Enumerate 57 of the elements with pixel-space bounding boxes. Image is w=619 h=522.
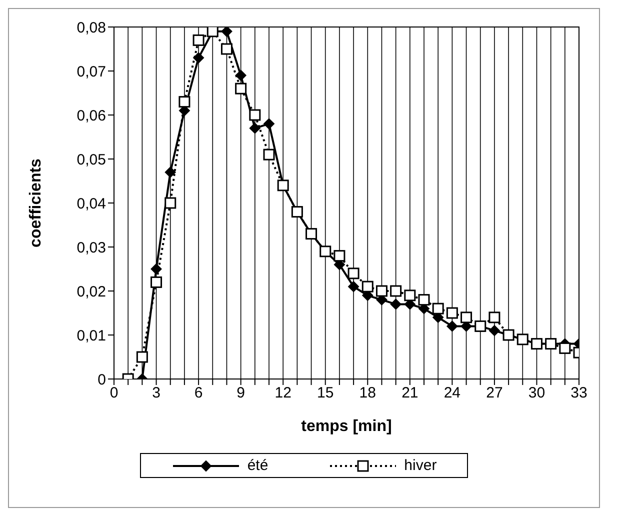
y-tick-label: 0 bbox=[98, 371, 106, 388]
y-tick-label: 0,04 bbox=[76, 195, 106, 212]
point bbox=[390, 298, 402, 310]
point bbox=[220, 43, 232, 55]
x-tick-label: 15 bbox=[317, 384, 334, 402]
y-tick-label: 0,03 bbox=[76, 239, 106, 256]
point bbox=[150, 276, 162, 288]
point bbox=[178, 96, 190, 108]
x-tick-label: 3 bbox=[152, 384, 160, 402]
point bbox=[376, 285, 388, 297]
point bbox=[348, 281, 360, 292]
point bbox=[164, 166, 176, 178]
x-tick-label: 0 bbox=[110, 384, 118, 402]
legend-label: été bbox=[247, 457, 268, 474]
point bbox=[193, 52, 204, 64]
point bbox=[235, 82, 247, 94]
point bbox=[404, 290, 416, 302]
x-tick-label: 21 bbox=[402, 384, 418, 402]
y-tick-label: 0,02 bbox=[76, 283, 106, 300]
point bbox=[488, 325, 500, 336]
y-tick-label: 0,08 bbox=[76, 19, 106, 36]
point bbox=[263, 148, 275, 160]
point bbox=[164, 197, 176, 209]
point bbox=[249, 109, 261, 121]
legend-label: hiver bbox=[404, 457, 437, 474]
point bbox=[264, 118, 274, 130]
x-axis-title: temps [min] bbox=[301, 418, 392, 435]
x-tick-label: 27 bbox=[486, 384, 503, 402]
point bbox=[334, 250, 346, 262]
x-tick-label: 24 bbox=[444, 384, 461, 402]
x-tick-label: 9 bbox=[236, 384, 245, 402]
point bbox=[362, 280, 374, 292]
point bbox=[432, 302, 444, 314]
y-tick-label: 0,01 bbox=[76, 327, 106, 344]
point bbox=[460, 312, 472, 324]
x-tick-label: 18 bbox=[359, 384, 376, 402]
y-tick-label: 0,06 bbox=[76, 107, 106, 124]
point bbox=[249, 122, 260, 134]
point bbox=[446, 320, 458, 332]
point bbox=[390, 285, 402, 297]
point bbox=[150, 264, 162, 274]
point bbox=[446, 307, 458, 319]
y-tick-label: 0,05 bbox=[76, 151, 106, 168]
x-tick-label: 33 bbox=[570, 384, 588, 402]
point bbox=[488, 312, 500, 324]
x-tick-label: 6 bbox=[194, 384, 203, 402]
point bbox=[348, 268, 360, 280]
x-tick-label: 30 bbox=[528, 384, 546, 402]
y-axis-title: coefficients bbox=[28, 158, 45, 248]
point bbox=[235, 70, 246, 81]
y-tick-label: 0,07 bbox=[76, 63, 106, 80]
point bbox=[192, 34, 204, 46]
point bbox=[559, 342, 571, 354]
point bbox=[221, 27, 232, 37]
point bbox=[418, 294, 430, 306]
point bbox=[136, 351, 148, 363]
x-tick-label: 12 bbox=[274, 384, 292, 402]
